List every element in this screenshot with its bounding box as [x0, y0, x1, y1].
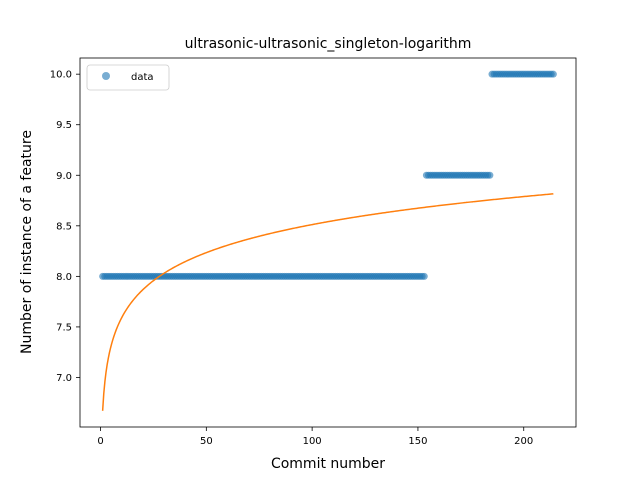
fit-line	[101, 193, 554, 411]
x-axis-label: Commit number	[271, 456, 385, 472]
legend-label-data: data	[131, 72, 154, 83]
legend-marker-data	[102, 72, 110, 80]
scatter-point	[549, 70, 557, 78]
scatter-point	[420, 272, 428, 280]
y-tick-label: 9.0	[56, 171, 72, 182]
scatter-point	[486, 171, 494, 179]
x-tick-label: 50	[200, 436, 213, 447]
x-axis: 0 50 100 150 200	[97, 427, 533, 447]
y-axis: 7.0 7.5 8.0 8.5 9.0 9.5 10.0	[50, 70, 80, 384]
scatter-series-data	[99, 70, 557, 280]
x-tick-label: 200	[514, 436, 533, 447]
axes-background	[80, 58, 576, 427]
x-tick-label: 0	[97, 436, 103, 447]
series-layer	[99, 70, 557, 411]
chart-title: ultrasonic-ultrasonic_singleton-logarith…	[185, 36, 472, 52]
axes-frame	[79, 57, 577, 428]
x-tick-label: 150	[408, 436, 427, 447]
y-tick-label: 8.5	[56, 221, 72, 232]
y-tick-label: 7.5	[56, 322, 72, 333]
legend-box	[86, 64, 170, 91]
y-tick-label: 7.0	[56, 373, 72, 384]
y-tick-label: 8.0	[56, 272, 72, 283]
y-tick-label: 10.0	[50, 70, 72, 81]
y-axis-label: Number of instance of a feature	[19, 130, 35, 354]
x-tick-label: 100	[303, 436, 322, 447]
y-tick-label: 9.5	[56, 120, 72, 131]
plot-area	[79, 57, 577, 428]
legend: data	[86, 64, 170, 91]
